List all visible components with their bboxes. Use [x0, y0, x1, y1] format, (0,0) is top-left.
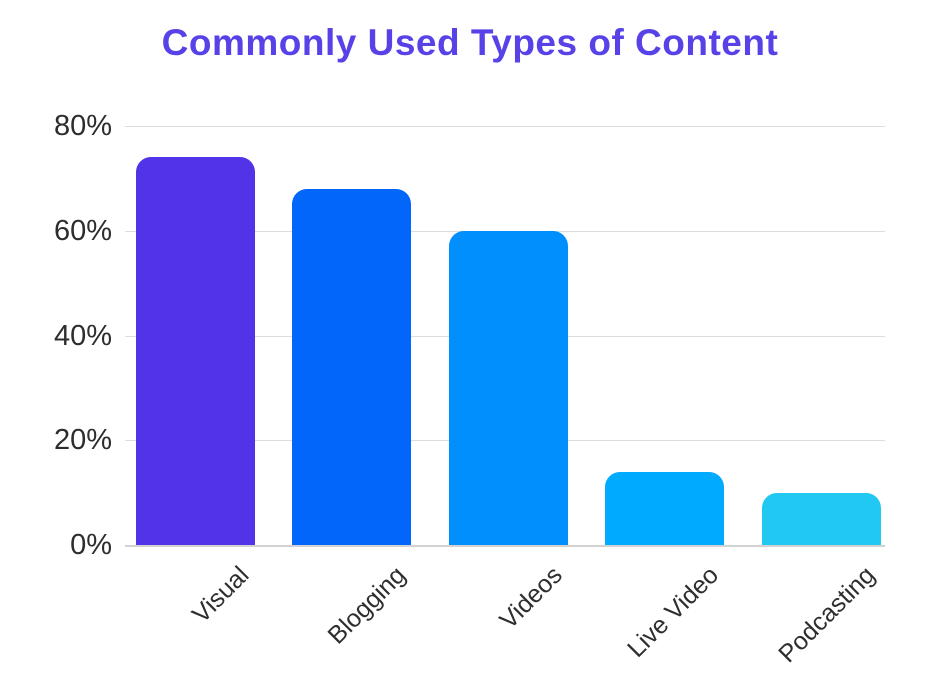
x-tick-label: Podcasting [773, 561, 881, 669]
x-axis-line [125, 545, 885, 547]
bar-live-video [605, 471, 724, 545]
chart-title: Commonly Used Types of Content [161, 22, 779, 63]
bar-podcasting [761, 492, 881, 545]
y-tick-label: 80% [53, 110, 112, 142]
plot-area: Visual Blogging Videos Live Video Podcasting [125, 126, 885, 668]
y-tick-label: 0% [70, 529, 112, 561]
x-tick-label: Blogging [322, 561, 412, 650]
y-tick-label: 40% [53, 319, 112, 352]
x-tick-label: Live Video [622, 561, 725, 664]
gridline [125, 126, 885, 127]
y-tick-label: 60% [53, 214, 112, 247]
x-tick-label: Visual [187, 561, 255, 629]
x-tick-label: Videos [494, 561, 568, 635]
y-tick-label: 20% [53, 424, 112, 457]
bar-blogging [292, 188, 411, 545]
bar-visual [135, 157, 255, 545]
bar-videos [448, 230, 568, 545]
